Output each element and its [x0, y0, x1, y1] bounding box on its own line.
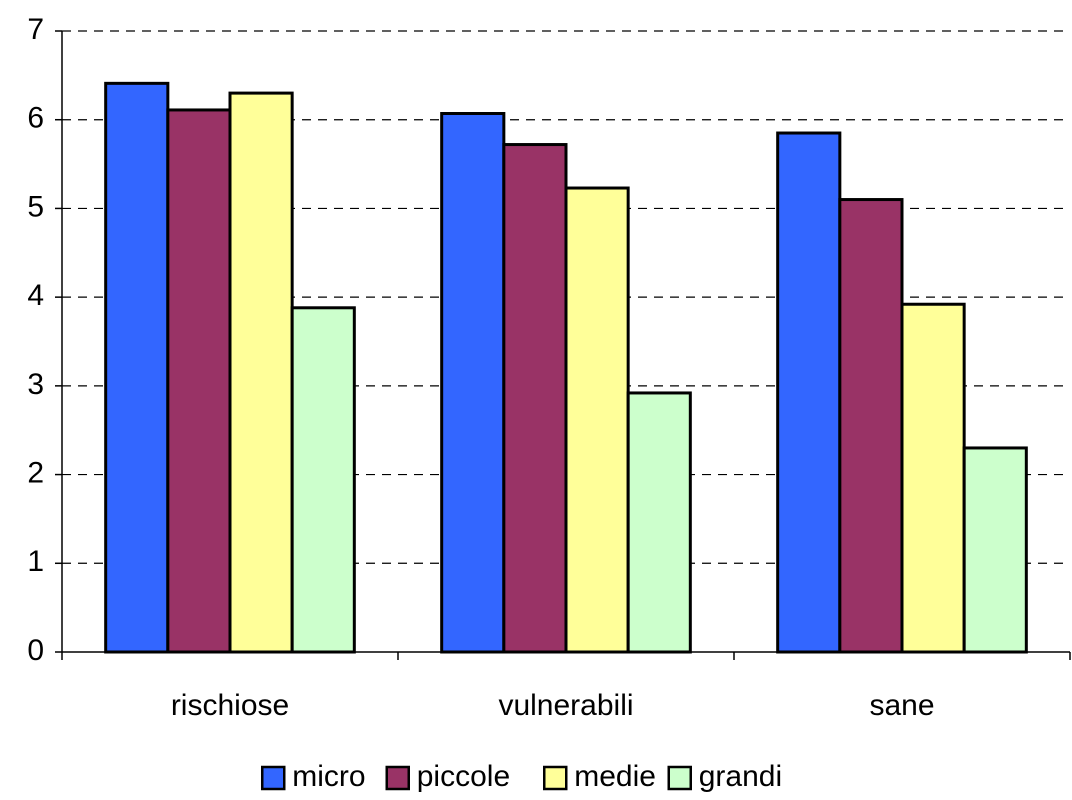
legend-swatch — [385, 765, 410, 791]
legend-swatch — [667, 765, 692, 791]
y-tick-label: 7 — [27, 13, 44, 46]
x-tick-label: vulnerabili — [498, 689, 633, 722]
y-tick-label: 6 — [27, 102, 44, 135]
legend-swatch — [261, 765, 286, 791]
bar — [962, 446, 1028, 654]
bar — [166, 108, 232, 654]
legend-label: piccole — [417, 760, 510, 793]
legend-label: micro — [292, 760, 365, 793]
y-tick-label: 1 — [27, 545, 44, 578]
y-tick-label: 3 — [27, 368, 44, 401]
legend-swatch — [543, 765, 568, 791]
bar — [838, 198, 904, 654]
y-tick-label: 5 — [27, 190, 44, 223]
y-tick-label: 0 — [27, 634, 44, 667]
bar — [440, 112, 506, 654]
x-tick-label: rischiose — [171, 689, 289, 722]
legend-label: medie — [574, 760, 656, 793]
bar — [104, 81, 170, 654]
y-tick-label: 2 — [27, 456, 44, 489]
bar — [228, 91, 294, 654]
bar — [502, 143, 568, 654]
bar — [776, 131, 842, 654]
bar — [564, 186, 630, 654]
bar — [626, 391, 692, 654]
bar — [290, 306, 356, 654]
bar — [900, 302, 966, 654]
legend-label: grandi — [699, 760, 782, 793]
x-tick-label: sane — [869, 689, 934, 722]
y-tick-label: 4 — [27, 279, 44, 312]
